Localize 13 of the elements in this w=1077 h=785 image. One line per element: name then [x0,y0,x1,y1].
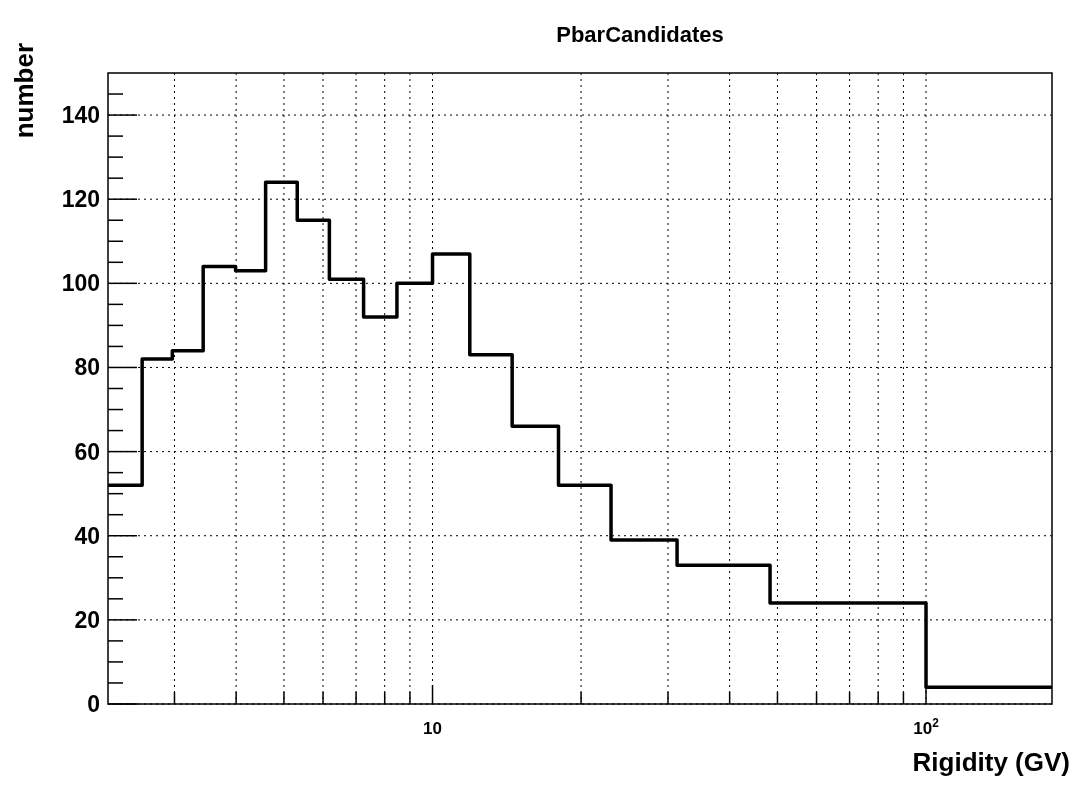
y-tick-label: 120 [61,186,100,213]
x-tick-label: 10$^{2}$ [913,716,940,738]
y-axis-title: number [9,43,39,139]
x-tick-label: 10 [423,719,442,738]
y-tick-label: 140 [61,102,100,129]
y-tick-label: 80 [74,354,100,381]
y-tick-label: 40 [74,522,100,549]
chart-title: PbarCandidates [556,22,724,47]
x-axis-title: Rigidity (GV) [912,747,1070,777]
y-tick-label: 60 [74,438,100,465]
y-tick-label: 100 [61,270,100,297]
y-tick-label: 20 [74,606,100,633]
y-tick-label: 0 [87,691,100,717]
